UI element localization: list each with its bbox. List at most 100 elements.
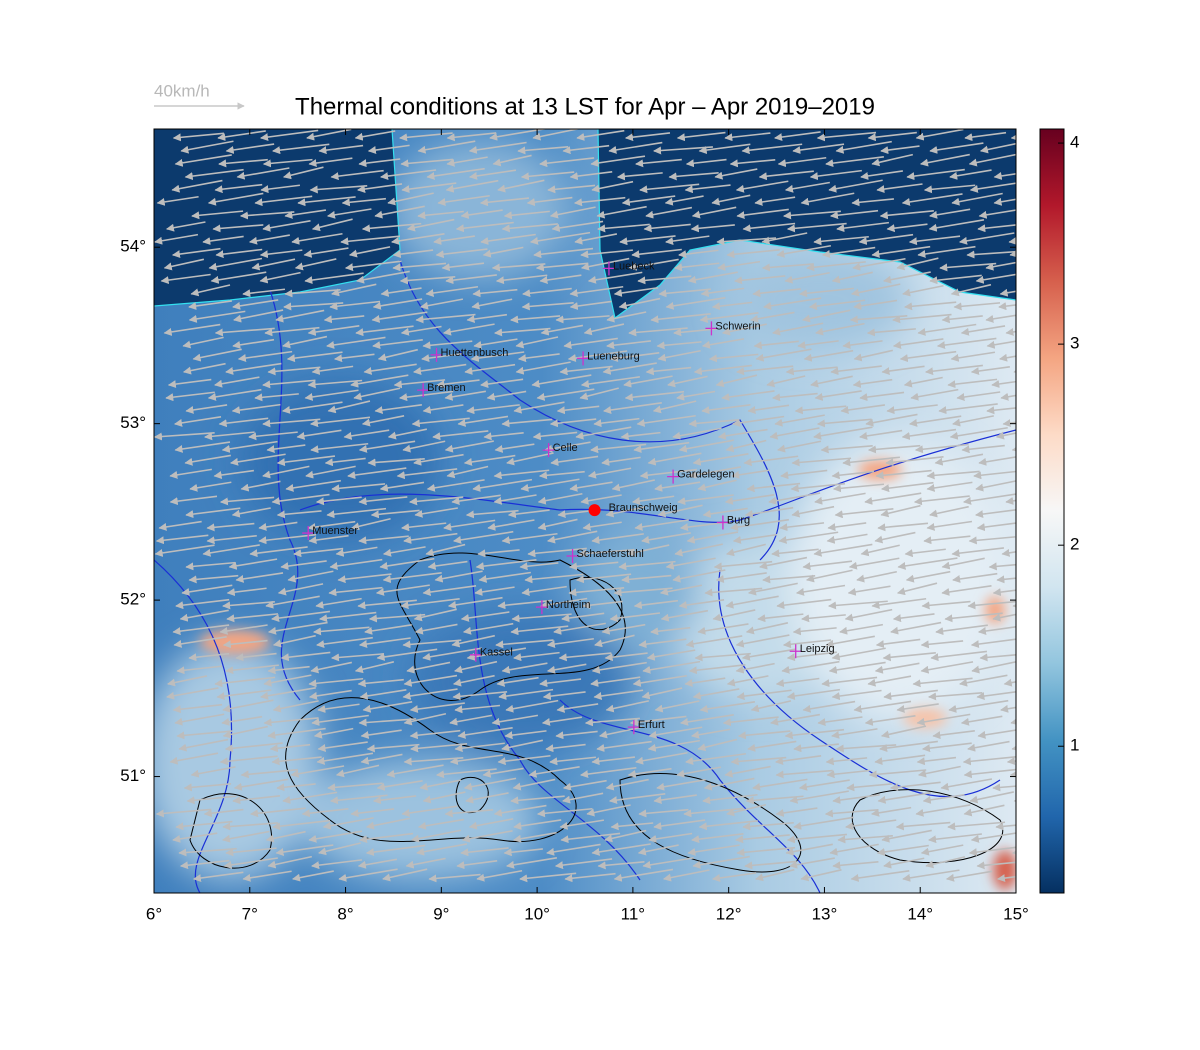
wind-arrow [263, 717, 319, 727]
wind-arrow [698, 143, 751, 155]
wind-arrow [676, 131, 726, 142]
wind-arrow [399, 390, 454, 402]
wind-arrow [591, 180, 634, 193]
wind-arrow [678, 249, 719, 259]
wind-arrow [874, 754, 926, 766]
wind-arrow [642, 660, 701, 674]
wind-arrow [555, 730, 598, 740]
wind-arrow [267, 855, 312, 869]
wind-arrow [374, 205, 425, 219]
wind-arrow [386, 764, 444, 778]
wind-arrow [174, 713, 225, 726]
wind-arrow [476, 869, 523, 882]
wind-arrow [474, 586, 515, 596]
wind-arrow [232, 795, 281, 805]
wind-arrow [969, 791, 1015, 804]
wind-arrow [549, 206, 596, 219]
wind-arrow [174, 441, 231, 453]
wind-arrow [901, 428, 957, 440]
wind-arrow [329, 300, 381, 311]
wind-arrow [844, 608, 893, 622]
wind-arrow [271, 493, 330, 506]
wind-arrow [578, 548, 635, 558]
wind-arrow [921, 742, 972, 753]
wind-arrow [652, 400, 697, 414]
wind-arrow [687, 271, 738, 284]
wind-arrow [721, 390, 775, 402]
wind-arrow [792, 627, 837, 636]
wind-arrow [596, 740, 652, 752]
wind-arrow [963, 768, 1016, 779]
wind-arrow [155, 534, 209, 545]
wind-arrow [619, 235, 676, 246]
wind-arrow [642, 857, 694, 869]
wind-arrow [657, 504, 703, 518]
wind-arrow [867, 675, 912, 687]
wind-arrow [331, 483, 386, 493]
wind-arrow [569, 285, 624, 297]
wind-arrow [580, 494, 622, 505]
wind-arrow [724, 493, 775, 505]
x-tick-label: 14° [907, 904, 933, 923]
wind-arrow [413, 608, 457, 622]
wind-arrow [267, 621, 328, 635]
wind-arrow [941, 557, 985, 570]
wind-arrow [222, 639, 268, 649]
wind-arrow [329, 558, 383, 570]
wind-arrow [657, 349, 701, 362]
wind-arrow [308, 830, 363, 843]
wind-arrow [372, 795, 417, 805]
wind-arrow [501, 532, 558, 545]
wind-arrow [160, 273, 211, 285]
wind-arrow [434, 570, 483, 583]
wind-arrow [920, 640, 964, 649]
wind-arrow [544, 441, 591, 453]
wind-arrow [725, 595, 779, 609]
wind-arrow [676, 766, 722, 778]
wind-arrow [917, 245, 976, 258]
wind-arrow [163, 323, 221, 336]
wind-arrow [233, 309, 284, 323]
wind-arrow [802, 700, 856, 713]
wind-arrow [685, 752, 746, 765]
wind-arrow [967, 740, 1010, 752]
wind-arrow [853, 349, 893, 362]
wind-arrow [354, 661, 395, 674]
wind-arrow [726, 803, 767, 817]
wind-arrow [735, 180, 789, 193]
wind-arrow [702, 793, 758, 805]
city-marker [667, 469, 680, 484]
wind-arrow [653, 794, 697, 804]
wind-arrow [782, 639, 832, 649]
wind-arrow [529, 231, 591, 245]
wind-arrow [726, 675, 769, 687]
wind-arrow [425, 285, 479, 297]
wind-arrow [446, 132, 497, 142]
wind-arrow [382, 546, 426, 557]
wind-arrow [154, 544, 215, 557]
wind-arrow [680, 714, 734, 726]
wind-arrow [166, 687, 219, 700]
wind-arrow [736, 689, 792, 701]
wind-arrow [791, 505, 835, 518]
wind-arrow [795, 584, 846, 596]
wind-arrow [801, 614, 846, 623]
wind-arrow [447, 596, 503, 609]
wind-arrow [859, 391, 905, 402]
wind-arrow [735, 834, 790, 844]
wind-arrow [367, 144, 410, 154]
wind-arrow [186, 795, 236, 805]
wind-arrow [308, 689, 352, 700]
city-marker [577, 351, 590, 366]
wind-arrow [774, 414, 825, 427]
wind-arrow [215, 248, 263, 259]
wind-arrow [310, 416, 371, 428]
wind-arrow [744, 506, 794, 518]
wind-arrow [358, 637, 411, 648]
wind-arrow [641, 687, 683, 700]
wind-arrow [276, 510, 322, 519]
wind-arrow [825, 156, 884, 168]
wind-arrow [436, 379, 480, 389]
wind-arrow [308, 677, 364, 688]
wind-arrow [185, 404, 228, 414]
